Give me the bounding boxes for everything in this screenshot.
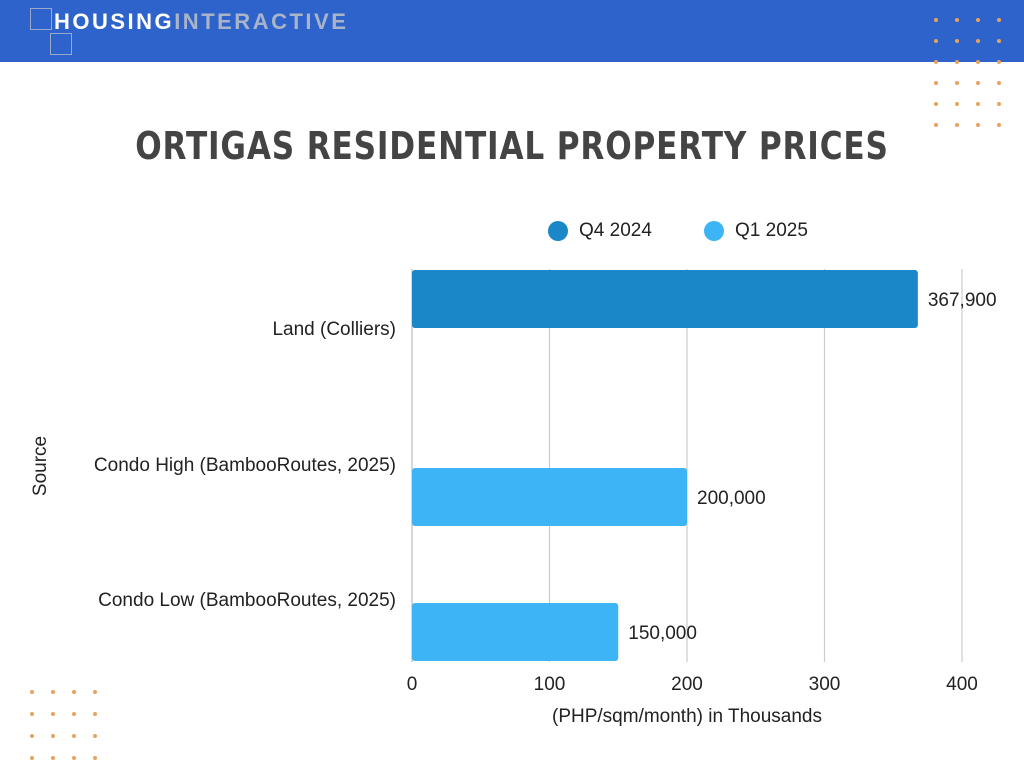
y-category-label: Land (Colliers) [272,319,396,340]
x-tick-label: 400 [946,674,978,695]
decorative-dot [93,734,97,738]
bar-data-label: 367,900 [928,290,997,311]
decorative-dot [72,756,76,760]
brand-logo-text: HOUSINGINTERACTIVE [54,9,348,35]
decorative-dot [955,60,959,64]
decorative-dot [955,39,959,43]
decorative-dot [51,690,55,694]
decorative-dot [955,81,959,85]
decorative-dot [976,102,980,106]
decorative-dot [976,81,980,85]
decorative-dot [976,60,980,64]
decorative-dot [997,18,1001,22]
x-tick-label: 0 [407,674,418,695]
brand-part2: INTERACTIVE [174,9,349,34]
x-tick-label: 100 [534,674,566,695]
decorative-dot [997,60,1001,64]
decorative-dot [51,734,55,738]
decorative-dot [934,123,938,127]
decorative-dot [955,102,959,106]
bar-data-label: 150,000 [628,623,697,644]
decorative-dot [955,18,959,22]
decorative-dot [30,712,34,716]
decorative-dot [93,712,97,716]
bar [412,603,619,661]
decorative-dot [72,712,76,716]
decorative-dots-bottom-left [30,690,97,760]
legend-swatch-series-1 [548,221,568,241]
decorative-dot [30,756,34,760]
decorative-dot [997,81,1001,85]
decorative-dot [72,690,76,694]
x-tick-label: 200 [671,674,703,695]
decorative-dot [934,102,938,106]
decorative-dot [93,756,97,760]
legend-label-series-1: Q4 2024 [579,220,652,241]
decorative-dot [997,39,1001,43]
legend-item-series-1: Q4 2024 [548,220,652,242]
decorative-dots-top-right [934,18,1001,127]
decorative-dot [934,18,938,22]
chart-title: ORTIGAS RESIDENTIAL PROPERTY PRICES [135,124,889,168]
legend-label-series-2: Q1 2025 [735,220,808,241]
x-axis-title: (PHP/sqm/month) in Thousands [552,706,822,727]
decorative-dot [997,123,1001,127]
decorative-dot [976,123,980,127]
decorative-dot [955,123,959,127]
y-category-label: Condo High (BambooRoutes, 2025) [94,455,396,476]
decorative-dot [976,39,980,43]
decorative-dot [30,734,34,738]
decorative-dot [51,712,55,716]
brand-part1: HOUSING [54,9,175,34]
decorative-dot [997,102,1001,106]
header-bar: HOUSINGINTERACTIVE [0,0,1024,62]
y-axis-title: Source [30,436,51,496]
decorative-dot [93,690,97,694]
x-tick-label: 300 [809,674,841,695]
decorative-dot [976,18,980,22]
decorative-dot [934,60,938,64]
decorative-dot [51,756,55,760]
decorative-dot [934,81,938,85]
decorative-dot [72,734,76,738]
logo-icon [30,8,78,56]
legend-swatch-series-2 [704,221,724,241]
y-category-label: Condo Low (BambooRoutes, 2025) [98,590,396,611]
legend-item-series-2: Q1 2025 [704,220,808,242]
bar [412,468,687,526]
decorative-dot [934,39,938,43]
decorative-dot [30,690,34,694]
bar-data-label: 200,000 [697,488,766,509]
bar [412,270,918,328]
